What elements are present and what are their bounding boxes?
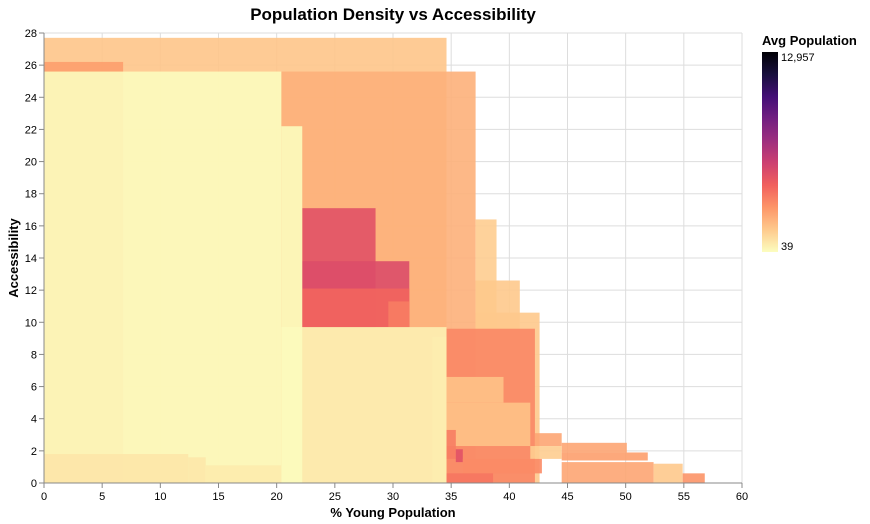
legend-gradient-bar [762, 52, 778, 252]
legend-min-label: 39 [781, 241, 793, 253]
y-tick-label: 2 [31, 446, 37, 458]
heatmap-cell[interactable] [462, 458, 542, 474]
heatmap-cell[interactable] [455, 449, 463, 463]
x-axis-title: % Young Population [330, 505, 455, 520]
heatmap-cell[interactable] [561, 452, 648, 461]
y-tick-label: 14 [25, 253, 37, 265]
x-tick-label: 45 [561, 491, 573, 503]
heatmap-cell[interactable] [281, 327, 447, 483]
color-legend: Avg Population 12,957 39 [762, 33, 857, 253]
y-tick-label: 0 [31, 478, 37, 490]
heatmap-cell[interactable] [446, 376, 504, 403]
x-tick-label: 55 [678, 491, 690, 503]
heatmap-cell[interactable] [432, 336, 447, 483]
y-tick-label: 8 [31, 349, 37, 361]
legend-max-label: 12,957 [781, 52, 815, 64]
y-tick-label: 4 [31, 414, 37, 426]
x-tick-label: 10 [154, 491, 166, 503]
heatmap-cell[interactable] [446, 429, 456, 459]
x-tick-label: 50 [620, 491, 632, 503]
x-tick-label: 15 [212, 491, 224, 503]
y-tick-label: 20 [25, 157, 37, 169]
heatmap-cell[interactable] [530, 446, 562, 459]
x-tick-label: 25 [329, 491, 341, 503]
y-tick-label: 10 [25, 317, 37, 329]
y-tick-label: 16 [25, 221, 37, 233]
heatmap-cell[interactable] [446, 473, 494, 483]
heatmap-cell[interactable] [653, 463, 683, 483]
heatmap-cell[interactable] [44, 454, 189, 483]
heatmap-cell[interactable] [561, 462, 654, 483]
y-tick-label: 24 [25, 92, 37, 104]
heatmap-cell[interactable] [534, 433, 562, 447]
heatmap-cell[interactable] [446, 402, 531, 447]
x-tick-label: 20 [271, 491, 283, 503]
heatmap-cell[interactable] [561, 442, 627, 453]
y-tick-label: 26 [25, 60, 37, 72]
heatmap-cell[interactable] [388, 301, 410, 328]
y-tick-label: 18 [25, 189, 37, 201]
x-tick-label: 0 [41, 491, 47, 503]
heatmap-cell[interactable] [44, 71, 282, 484]
legend-title: Avg Population [762, 33, 857, 48]
axes: 0 5 10 15 20 25 30 35 40 45 50 55 600246810121416182… [25, 28, 748, 503]
y-tick-label: 22 [25, 124, 37, 136]
heatmap-cell[interactable] [205, 465, 282, 483]
x-tick-label: 30 [387, 491, 399, 503]
x-tick-label: 35 [445, 491, 457, 503]
heatmap-cells [44, 37, 705, 484]
heatmap-cell[interactable] [188, 457, 206, 483]
heatmap-cell[interactable] [281, 126, 303, 483]
y-tick-label: 28 [25, 28, 37, 40]
x-tick-label: 40 [503, 491, 515, 503]
heatmap-cell[interactable] [682, 473, 705, 483]
x-tick-label: 60 [736, 491, 748, 503]
y-tick-label: 6 [31, 382, 37, 394]
chart-title: Population Density vs Accessibility [250, 5, 536, 24]
y-tick-label: 12 [25, 285, 37, 297]
x-tick-label: 5 [99, 491, 105, 503]
y-axis-title: Accessibility [6, 217, 21, 297]
